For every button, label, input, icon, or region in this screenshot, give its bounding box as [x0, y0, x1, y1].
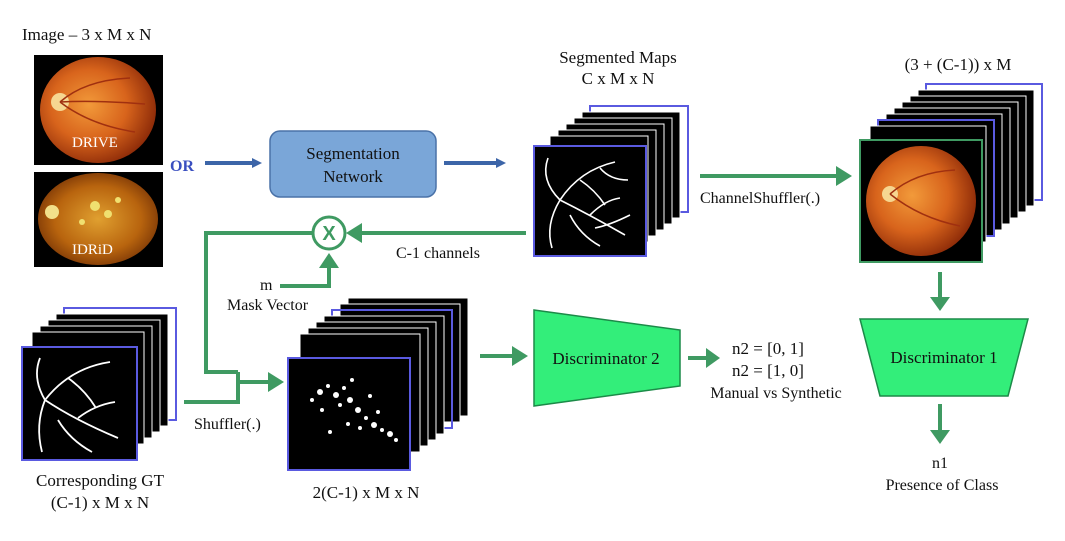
segmented-maps-stack — [533, 105, 689, 257]
arrow-multiply-to-stack2 — [204, 231, 313, 374]
gt-stack — [21, 307, 177, 461]
multiply-symbol: X — [322, 223, 336, 245]
arrowhead-disc2-to-n2 — [706, 348, 720, 368]
seg-maps-title-1: Segmented Maps — [559, 48, 677, 67]
gt-vessel-map — [36, 357, 119, 453]
n2-a-label: n2 = [0, 1] — [732, 339, 804, 358]
segmentation-network-box: Segmentation Network — [269, 130, 437, 198]
vessel-map — [544, 157, 631, 249]
arrowhead-stack2-to-disc2 — [512, 346, 528, 366]
combined-stack — [859, 83, 1043, 263]
or-label: OR — [170, 158, 194, 175]
channel-shuffler-label: ChannelShuffler(.) — [700, 190, 820, 207]
arrowhead-mask-to-multiply — [319, 253, 339, 268]
stack2-dims: 2(C-1) x M x N — [313, 483, 420, 502]
disc2-label: Discriminator 2 — [552, 349, 659, 368]
drive-label: DRIVE — [72, 135, 118, 151]
multiply-node: X — [311, 215, 347, 251]
arrowhead-maps-to-stack — [836, 166, 852, 186]
seg-net-label-1: Segmentation — [306, 144, 400, 163]
presence-label: Presence of Class — [886, 477, 999, 494]
n1-label: n1 — [932, 455, 948, 472]
manual-vs-synthetic-label: Manual vs Synthetic — [710, 385, 842, 402]
arrowhead-stack-to-disc1 — [930, 297, 950, 311]
mask-vector-label: Mask Vector — [227, 297, 309, 314]
seg-maps-title-2: C x M x N — [582, 69, 655, 88]
seg-net-label-2: Network — [323, 167, 383, 186]
idrid-label: IDRiD — [72, 242, 113, 258]
lesion-map — [310, 378, 398, 442]
arrowhead-c1-to-multiply — [346, 223, 362, 243]
c1-channels-label: C-1 channels — [396, 245, 480, 262]
image-title: Image – 3 x M x N — [22, 25, 151, 44]
stack-2c1 — [287, 297, 469, 471]
gt-title-1: Corresponding GT — [36, 471, 165, 490]
top-right-dims: (3 + (C-1)) x M — [905, 55, 1012, 74]
m-label: m — [260, 277, 273, 294]
arrowhead-merge-to-stack2 — [268, 372, 284, 392]
drive-image: DRIVE — [34, 55, 163, 165]
arrow-gt-to-stack2 — [184, 372, 240, 404]
discriminator-1: Discriminator 1 — [859, 318, 1029, 397]
gt-title-2: (C-1) x M x N — [51, 493, 149, 512]
idrid-image: IDRiD — [34, 172, 163, 267]
arrowhead-disc1-to-n1 — [930, 430, 950, 444]
shuffler-label: Shuffler(.) — [194, 416, 261, 433]
discriminator-2: Discriminator 2 — [533, 309, 681, 407]
disc1-label: Discriminator 1 — [890, 348, 997, 367]
n2-b-label: n2 = [1, 0] — [732, 361, 804, 380]
arrow-mask-to-multiply — [280, 268, 331, 288]
